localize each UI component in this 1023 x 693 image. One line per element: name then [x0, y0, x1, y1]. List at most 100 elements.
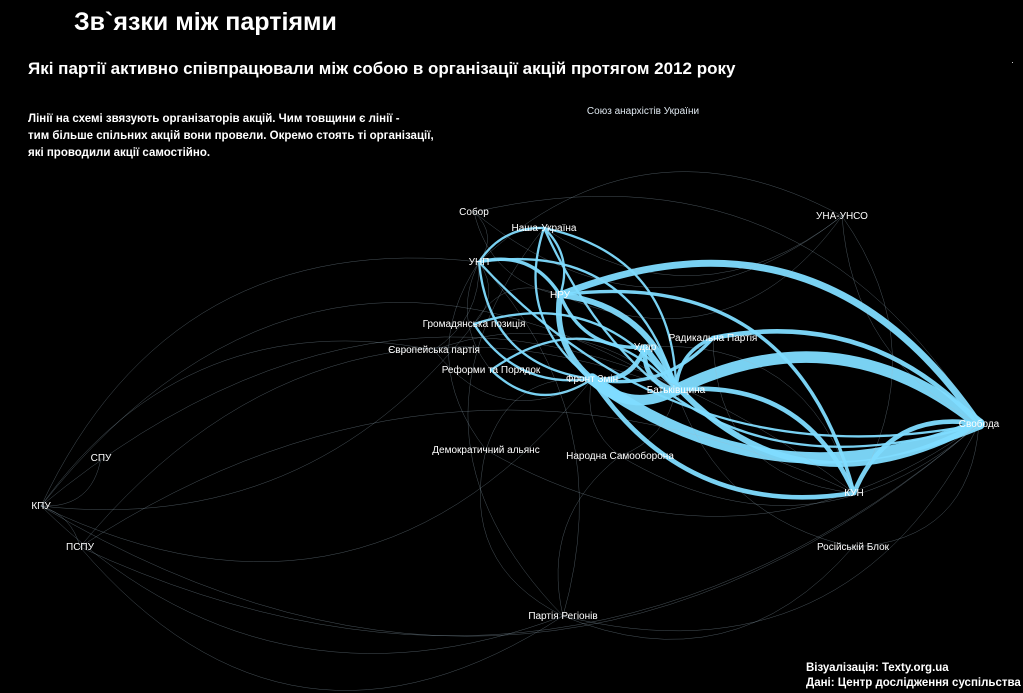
labels-layer: Союз анархістів України Собор Наша-Україна… [31, 106, 999, 622]
link-kpu-pr [40, 505, 564, 654]
link-pspu-kun [79, 409, 855, 548]
link-unp-svo [477, 260, 981, 438]
link-ep-fz [433, 349, 593, 402]
link-kpu-pspu [40, 505, 81, 548]
node-label-spu: СПУ [91, 453, 112, 464]
link-rip-bat [489, 337, 678, 392]
link-kpu-hp [40, 323, 475, 511]
page-subtitle: Які партії активно співпрацювали між соб… [28, 59, 736, 78]
link-hp-unp [473, 261, 490, 325]
description: Лінії на схемі звязують організаторів ак… [28, 111, 468, 162]
link-pspu-bat [79, 346, 677, 548]
node-label-pspu: ПСПУ [66, 542, 95, 553]
link-kpu-bat [40, 302, 677, 507]
link-nu-una [543, 215, 843, 277]
link-ep-bat [433, 332, 677, 391]
link-nu-nru [542, 226, 566, 297]
link-da-svo [485, 423, 980, 517]
node-label-ep: Європейська партія [388, 345, 480, 356]
link-pr-ns [557, 455, 621, 617]
link-fz-kun [589, 376, 857, 500]
node-label-una: УНА-УНСО [816, 211, 868, 222]
link-sobor-unp [473, 211, 488, 263]
link-sobor-svo [473, 196, 980, 425]
link-ep-unp [433, 261, 480, 351]
link-kpu-spu [40, 457, 102, 507]
node-label-ns: Народна Самооборона [566, 450, 674, 462]
node-label-pr: Партія Регіонів [528, 611, 597, 622]
link-unp-bat [477, 257, 678, 392]
link-hp-bat [472, 312, 678, 392]
link-una-svo [841, 215, 980, 425]
link-bat-kun [673, 386, 857, 496]
page-title: Зв`язки між партіями [74, 8, 337, 36]
node-label-rip: Реформи та Порядок [442, 364, 541, 376]
links-layer [40, 171, 985, 691]
node-label-udar: Удар [634, 342, 657, 353]
node-label-nu: Наша-Україна [512, 223, 577, 234]
link-pspu-svo [79, 423, 980, 637]
link-pr-da [479, 449, 564, 617]
node-label-nru: НРУ [550, 290, 571, 301]
link-sobor-una [473, 211, 843, 288]
link-udar-bat [642, 344, 679, 393]
node-label-sobor: Собор [459, 206, 489, 218]
node-label-soyuz: Союз анархістів України [587, 106, 699, 117]
link-una-nru [559, 215, 843, 320]
link-una-unp [478, 171, 843, 263]
link-rip-fz [489, 368, 594, 397]
credit-visualization: Візуалізація: Texty.org.ua [806, 662, 949, 674]
node-label-kpu: КПУ [31, 501, 51, 512]
link-rp-fz [590, 336, 715, 384]
link-una-kun [841, 215, 893, 494]
link-unp-nu [477, 226, 546, 264]
link-unp-fz [477, 260, 594, 381]
credits: Візуалізація: Texty.org.ua Дані: Центр д… [806, 661, 1021, 691]
node-label-da: Демократичний альянс [432, 445, 539, 456]
link-kpu-ep [40, 340, 435, 507]
link-kpu-unp [40, 257, 480, 507]
link-bat-svo [670, 351, 985, 430]
link-nru-svo [556, 259, 983, 428]
link-rp-kun [712, 337, 855, 494]
link-hp-fz [472, 322, 594, 382]
link-da-unp [448, 261, 487, 451]
link-kpu-svo [40, 423, 980, 637]
link-da-fz [485, 378, 593, 451]
link-kpu-fz [40, 378, 593, 563]
link-pr-svo [562, 423, 980, 632]
link-fz-bat [586, 373, 682, 406]
credit-data: Дані: Центр дослідження суспільства [806, 677, 1021, 689]
link-nu-svo [542, 226, 981, 448]
link-hp-nru [473, 287, 561, 325]
description-line: Лінії на схемі звязують організаторів ак… [28, 113, 400, 125]
link-kpu-kun [40, 336, 855, 507]
node-label-bat: Батьківщина [647, 385, 706, 396]
node-label-rp: Радикальна Партія [669, 333, 758, 344]
link-rip-unp [466, 261, 492, 371]
link-ns-svo [619, 423, 980, 506]
link-udar-kun [644, 346, 855, 494]
node-label-unp: УНП [469, 257, 490, 268]
description-line: тим більше спільних акцій вони провели. … [28, 130, 434, 142]
link-pspu-pr [79, 546, 564, 691]
description-line: які проводили акції самостійно. [28, 147, 211, 159]
link-pr-nu [467, 227, 564, 617]
node-label-kun: КУН [844, 488, 864, 499]
node-label-fz: Фронт Змін [566, 374, 618, 385]
link-pr-unp [478, 261, 580, 617]
link-nru-udar [558, 293, 647, 350]
link-rb-bat [675, 389, 854, 548]
link-ns-fz [589, 378, 621, 457]
link-sobor-nru [473, 211, 561, 296]
node-label-rb: Російській Блок [817, 542, 890, 553]
link-nu-bat [542, 226, 678, 392]
link-rb-svo [852, 423, 980, 548]
link-pr-rb [562, 546, 854, 640]
link-ns-bat [619, 389, 677, 457]
link-svo-kun [851, 419, 982, 496]
node-label-hp: Громадянська позиція [423, 319, 526, 330]
stray-dot [1012, 62, 1013, 63]
link-unp-nru [477, 257, 562, 297]
